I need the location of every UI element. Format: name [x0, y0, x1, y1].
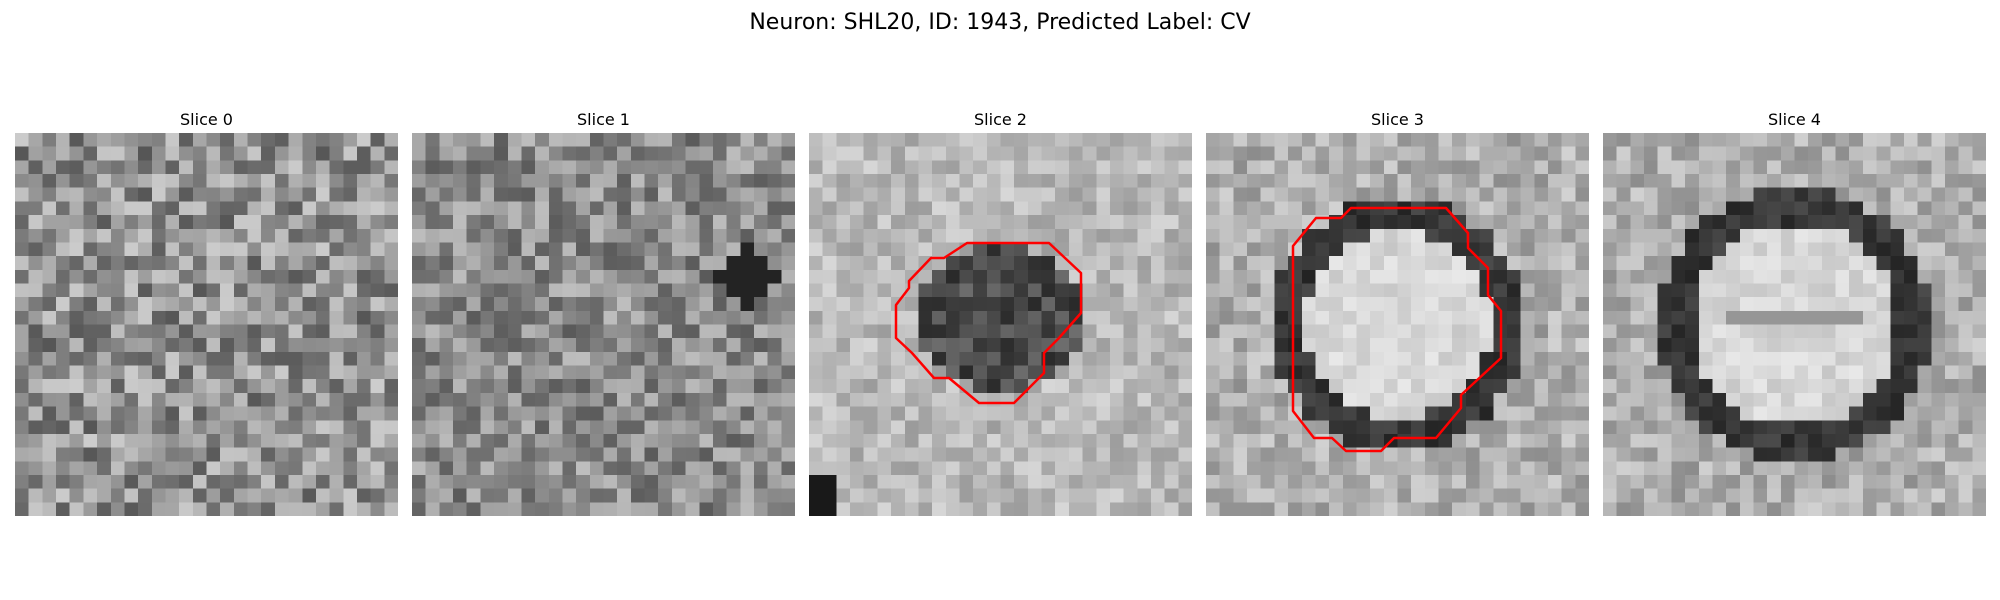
- slice-panel-1: Slice 1: [412, 108, 795, 516]
- slice-image-2: [809, 133, 1192, 516]
- slice-panel-2: Slice 2: [809, 108, 1192, 516]
- slice-image-0: [15, 133, 398, 516]
- slice-panel-3: Slice 3: [1206, 108, 1589, 516]
- slice-title-1: Slice 1: [577, 110, 630, 129]
- slice-panel-4: Slice 4: [1603, 108, 1986, 516]
- slice-title-2: Slice 2: [974, 110, 1027, 129]
- slice-title-4: Slice 4: [1768, 110, 1821, 129]
- figure-title: Neuron: SHL20, ID: 1943, Predicted Label…: [749, 10, 1251, 35]
- slice-title-0: Slice 0: [180, 110, 233, 129]
- slice-title-3: Slice 3: [1371, 110, 1424, 129]
- slice-image-4: [1603, 133, 1986, 516]
- slice-panel-0: Slice 0: [15, 108, 398, 516]
- slice-image-1: [412, 133, 795, 516]
- slice-image-3: [1206, 133, 1589, 516]
